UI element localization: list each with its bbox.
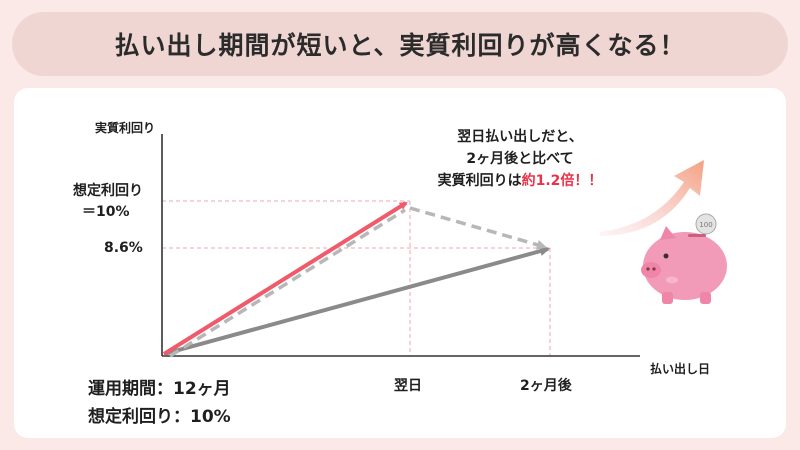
comparison-note: 翌日払い出しだと、 2ヶ月後と比べて 実質利回りは約1.2倍！！	[420, 126, 620, 192]
x-tick-next-day: 翌日	[394, 378, 422, 394]
y-axis-label: 実質利回り	[95, 121, 156, 135]
red-arrow	[162, 201, 408, 356]
dashed-arrow-rise	[169, 208, 406, 358]
title-banner: 払い出し期間が短いと、実質利回りが高くなる！	[12, 12, 788, 76]
dashed-arrow-fall	[409, 206, 547, 250]
piggy-bank-icon	[641, 226, 727, 304]
x-tick-2-months: 2ヶ月後	[520, 378, 572, 394]
y-label-actual: 8.6%	[104, 240, 143, 256]
note-line-1: 翌日払い出しだと、	[457, 129, 583, 145]
note-line-3: 実質利回りは約1.2倍！！	[437, 173, 603, 189]
y-label-expected-line2: ＝10%	[82, 204, 130, 220]
y-label-expected-line1: 想定利回り	[73, 183, 143, 199]
gray-arrow	[163, 246, 550, 356]
growth-arrow-icon	[600, 160, 704, 236]
condition-rate: 想定利回り：10%	[88, 407, 231, 427]
highlight-ratio: 約1.2倍！！	[521, 173, 603, 189]
note-line-2: 2ヶ月後と比べて	[466, 151, 574, 167]
page-title: 払い出し期間が短いと、実質利回りが高くなる！	[114, 31, 686, 60]
coin-icon: 100	[695, 213, 717, 235]
condition-period: 運用期間：12ヶ月	[88, 379, 231, 399]
svg-text:100: 100	[699, 221, 712, 229]
x-axis-label: 払い出し日	[650, 362, 711, 376]
